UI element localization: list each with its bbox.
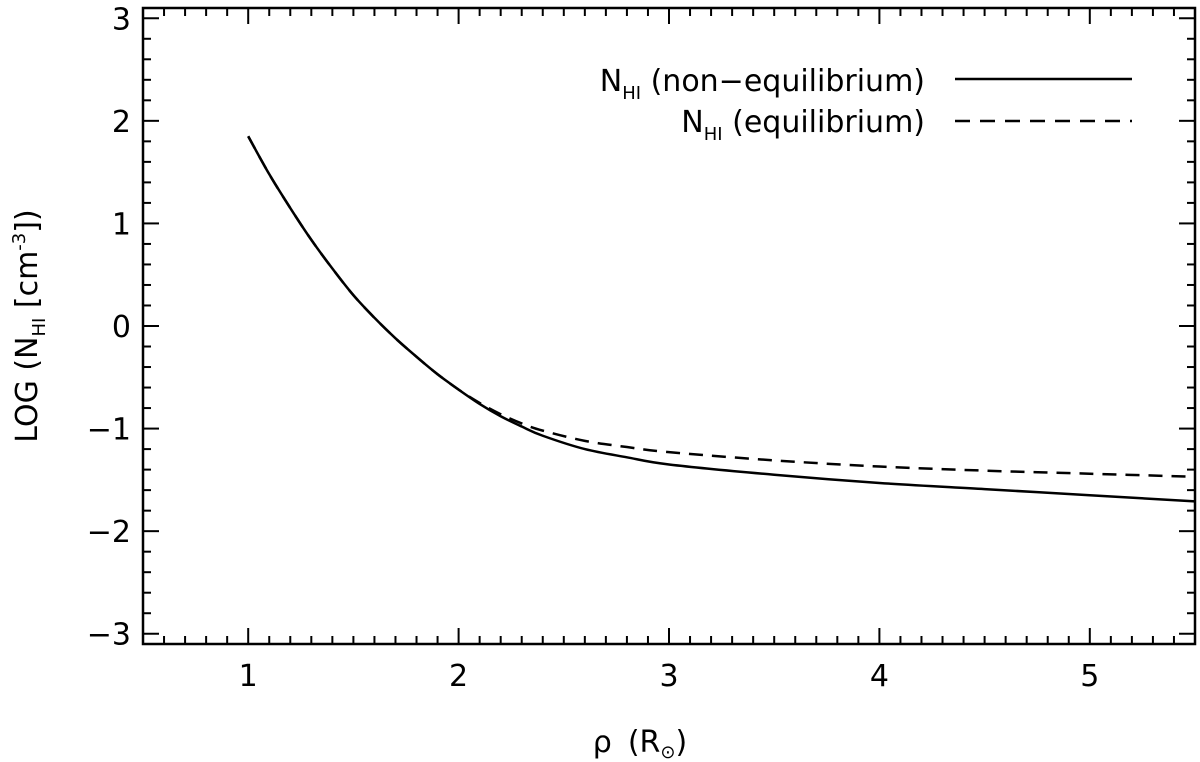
legend-label-non-equilibrium: NHI (non−equilibrium) <box>600 64 925 104</box>
axis-ticks <box>142 8 1196 644</box>
y-axis-title: LOG (NHI [cm-3]) <box>9 209 50 442</box>
series-line-equilibrium <box>247 135 1196 479</box>
legend: NHI (non−equilibrium) NHI (equilibrium) <box>600 64 1132 145</box>
x-tick-label: 4 <box>870 659 889 694</box>
y-tick-label: 0 <box>112 310 131 345</box>
x-tick-label: 3 <box>659 659 678 694</box>
tick-labels: 1 2 3 4 5 −3 −2 −1 0 1 2 3 <box>87 2 1100 694</box>
y-tick-label: −1 <box>87 413 131 448</box>
x-tick-label: 5 <box>1080 659 1099 694</box>
x-tick-label: 1 <box>239 659 258 694</box>
plot-frame <box>141 6 1197 646</box>
data-lines <box>247 135 1196 503</box>
x-tick-label: 2 <box>449 659 468 694</box>
y-tick-label: −2 <box>87 515 131 550</box>
y-tick-label: −3 <box>87 618 131 653</box>
y-tick-label: 2 <box>112 105 131 140</box>
y-tick-label: 1 <box>112 207 131 242</box>
series-line-non-equilibrium <box>247 135 1196 503</box>
x-axis-title: ρ (R⊙) <box>593 725 687 762</box>
legend-label-equilibrium: NHI (equilibrium) <box>681 105 925 145</box>
y-tick-label: 3 <box>112 2 131 37</box>
